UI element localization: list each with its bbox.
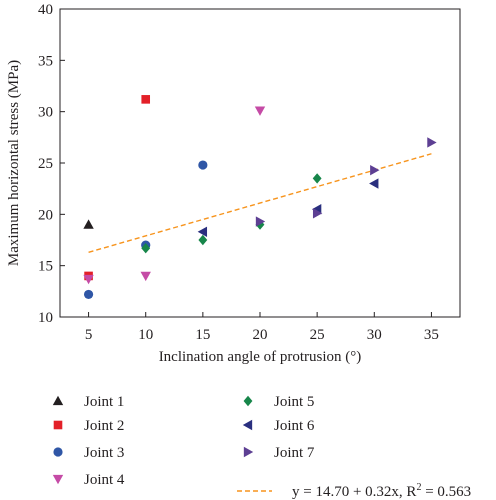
- x-axis-label: Inclination angle of protrusion (°): [159, 349, 362, 365]
- legend-marker: [243, 446, 254, 458]
- data-point-joint-4: [83, 274, 94, 285]
- legend-item-joint-7: Joint 7: [243, 445, 315, 461]
- data-point-joint-6: [369, 178, 379, 189]
- legend-label: Joint 6: [274, 418, 315, 434]
- data-point-joint-7: [255, 216, 266, 227]
- legend-label: Joint 5: [274, 394, 314, 410]
- x-tick-label: 35: [424, 327, 439, 343]
- x-tick-label: 5: [85, 327, 93, 343]
- y-axis-ticks: 10 15 20 25 30 35 40: [38, 2, 65, 326]
- data-point-joint-3: [198, 160, 208, 170]
- data-point-joint-5: [312, 173, 322, 184]
- legend-label: Joint 2: [84, 418, 124, 434]
- legend-label: Joint 7: [274, 445, 315, 461]
- data-point-joint-7: [370, 164, 380, 176]
- x-tick-label: 20: [253, 327, 268, 343]
- legend-item-joint-3: Joint 3: [53, 445, 124, 461]
- data-point-joint-1: [83, 219, 94, 229]
- legend-item-joint-1: Joint 1: [52, 394, 124, 410]
- x-axis-ticks: 5 10 15 20 25 30 35: [85, 312, 439, 343]
- legend-marker: [52, 474, 64, 485]
- data-point-joint-5: [198, 234, 208, 246]
- data-point-joint-2: [141, 95, 151, 104]
- legend-label: Joint 4: [84, 472, 125, 488]
- y-tick-label: 25: [38, 156, 53, 172]
- data-point-joint-5: [141, 243, 151, 254]
- fit-line: [88, 153, 432, 253]
- x-tick-label: 25: [310, 327, 325, 343]
- legend-fit-label: y = 14.70 + 0.32x, R2 = 0.563: [292, 482, 471, 500]
- legend-item-joint-6: Joint 6: [242, 418, 315, 434]
- legend-item-fit: y = 14.70 + 0.32x, R2 = 0.563: [237, 482, 471, 500]
- y-tick-label: 35: [38, 53, 53, 69]
- plot-area: 10 15 20 25 30 35 40 5 10 15 20 25 30 35: [38, 2, 461, 343]
- legend-marker: [53, 420, 63, 430]
- legend-marker: [53, 447, 63, 457]
- data-point-joint-4: [254, 106, 266, 116]
- legend-marker: [242, 419, 253, 431]
- legend-item-joint-2: Joint 2: [53, 418, 124, 434]
- legend: Joint 1 Joint 2 Joint 3 Joint 4 Joint 5 Joint…: [52, 394, 471, 500]
- data-point-joint-6: [197, 226, 208, 237]
- fit-layer: [88, 153, 432, 253]
- legend-label: Joint 3: [84, 445, 124, 461]
- x-tick-label: 30: [367, 327, 382, 343]
- legend-label: Joint 1: [84, 394, 124, 410]
- y-tick-label: 20: [38, 207, 53, 223]
- legend-marker: [243, 395, 253, 407]
- legend-item-joint-4: Joint 4: [52, 472, 125, 488]
- x-tick-label: 10: [138, 327, 153, 343]
- y-tick-label: 40: [38, 2, 53, 18]
- x-tick-label: 15: [195, 327, 210, 343]
- data-point-joint-7: [312, 208, 323, 219]
- y-tick-label: 30: [38, 105, 53, 121]
- data-points: [83, 95, 437, 300]
- y-tick-label: 10: [38, 310, 53, 326]
- y-axis-label: Maximum horizontal stress (MPa): [6, 60, 22, 266]
- legend-item-joint-5: Joint 5: [243, 394, 314, 410]
- data-point-joint-3: [83, 289, 94, 300]
- legend-marker: [52, 395, 64, 406]
- y-tick-label: 15: [38, 259, 53, 275]
- data-point-joint-4: [140, 271, 151, 282]
- data-point-joint-7: [427, 137, 437, 148]
